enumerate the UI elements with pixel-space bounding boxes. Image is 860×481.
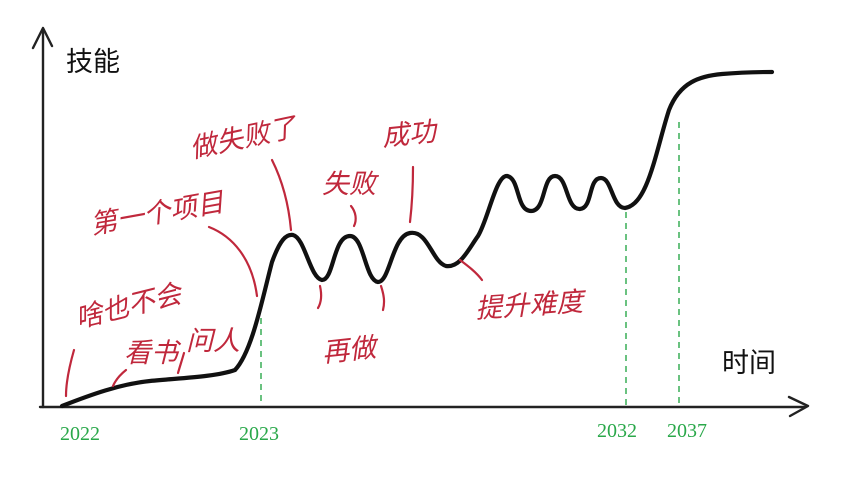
pointer-beginner [64,348,76,398]
pointer-first-project [207,225,259,298]
pointer-raise-difficulty [458,258,484,282]
pointer-success [408,165,415,224]
pointer-redo-left [316,284,323,310]
y-axis-arrowhead [31,26,54,50]
annotation-raise-difficulty: 提升难度 [474,286,588,325]
skill-curve [59,69,775,409]
pointer-fail [349,204,357,228]
x-axis-arrowhead [787,395,810,418]
annotation-read-books: 看书 [124,338,182,369]
pointer-failed [270,158,293,232]
year-label-2032: 2032 [597,420,637,442]
year-label-2037: 2037 [667,420,707,442]
annotation-failed: 做失败了 [187,112,301,165]
annotation-success: 成功 [380,116,440,153]
x-axis-label: 时间 [722,348,776,379]
annotation-redo: 再做 [320,332,381,369]
year-label-2022: 2022 [60,423,100,445]
pointer-read-books [111,368,128,388]
annotation-beginner: 啥也不会 [72,278,187,335]
annotation-ask-people: 问人 [186,326,240,357]
year-label-2023: 2023 [239,423,279,445]
annotation-first-project: 第一个项目 [88,187,227,241]
pointer-ask-people [176,351,186,375]
annotation-fail: 失败 [322,169,380,200]
pointer-redo-right [379,284,386,312]
y-axis-label: 技能 [66,47,120,78]
